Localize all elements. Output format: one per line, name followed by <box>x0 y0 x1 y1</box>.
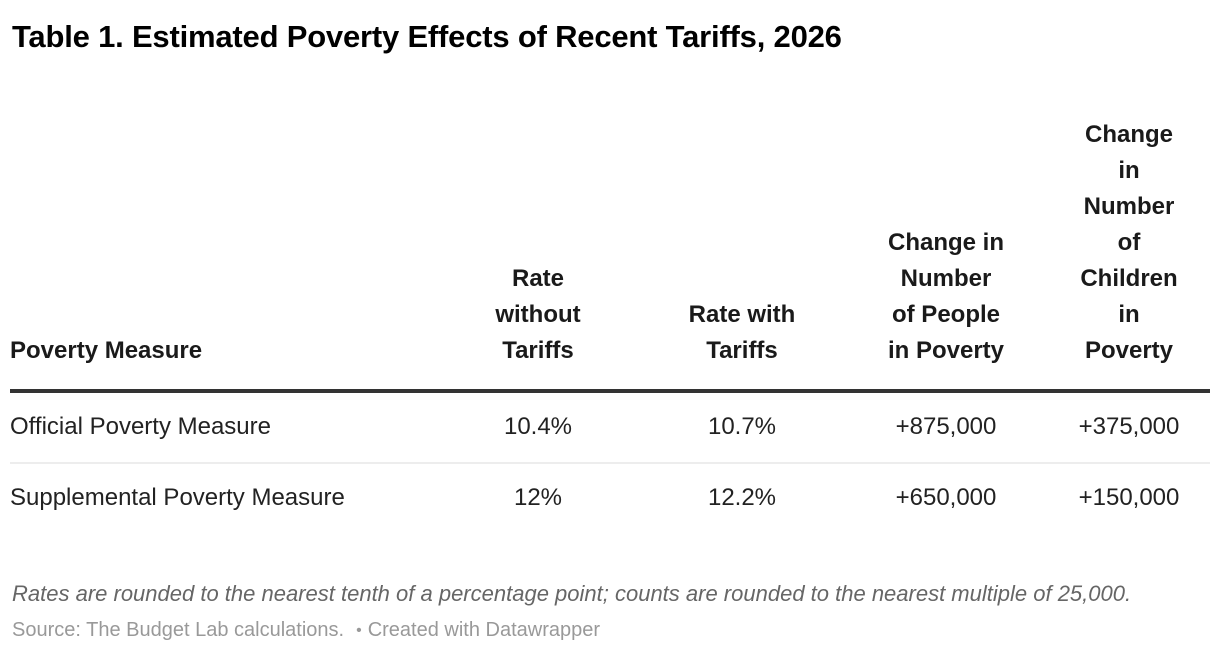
cell-supplemental-rate-without: 12% <box>436 461 640 533</box>
source-text: Source: The Budget Lab calculations. <box>12 619 345 642</box>
table-row: Official Poverty Measure 10.4% 10.7% +87… <box>10 391 1210 463</box>
poverty-effects-table: Poverty Measure Rate without Tariffs Rat… <box>10 116 1210 533</box>
column-header-poverty-measure: Poverty Measure <box>10 116 436 393</box>
cell-measure-supplemental: Supplemental Poverty Measure <box>10 461 436 533</box>
column-header-rate-with-tariffs: Rate with Tariffs <box>640 116 844 393</box>
page-title: Table 1. Estimated Poverty Effects of Re… <box>12 19 842 54</box>
cell-official-rate-without: 10.4% <box>503 412 573 440</box>
cell-supplemental-rate-with: 12.2% <box>640 461 844 533</box>
cell-supplemental-change-people: +650,000 <box>844 461 1048 533</box>
source-separator: • <box>356 622 362 640</box>
cell-supplemental-change-children: +150,000 <box>1048 461 1210 533</box>
source-line: Source: The Budget Lab calculations. • Cre… <box>12 617 1210 643</box>
cell-official-change-people: +875,000 <box>895 412 997 440</box>
table-notes: Rates are rounded to the nearest tenth o… <box>12 580 1132 606</box>
cell-official-rate-with: 10.7% <box>707 412 777 440</box>
table-header-row: Poverty Measure Rate without Tariffs Rat… <box>10 116 1210 393</box>
cell-measure-official: Official Poverty Measure <box>10 412 271 440</box>
column-header-change-people-in-poverty: Change in Number of People in Poverty <box>844 116 1048 393</box>
datawrapper-credit-link[interactable]: Created with Datawrapper <box>367 619 601 642</box>
column-header-rate-without-tariffs: Rate without Tariffs <box>436 116 640 393</box>
column-header-change-children-in-poverty: Change in Number of Children in Poverty <box>1048 116 1210 393</box>
cell-official-change-children: +375,000 <box>1078 412 1180 440</box>
table-row: Supplemental Poverty Measure 12% 12.2% +… <box>10 461 1210 533</box>
